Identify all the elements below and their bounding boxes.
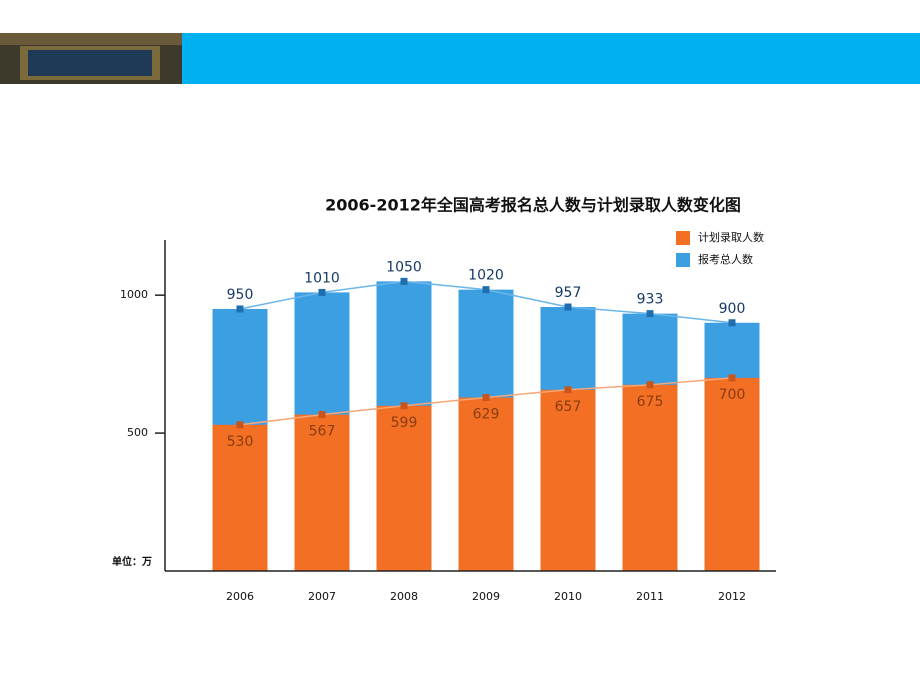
data-label: 957 bbox=[555, 285, 582, 301]
marker bbox=[646, 381, 654, 389]
x-tick-label: 2012 bbox=[718, 590, 746, 603]
x-tick-label: 2010 bbox=[554, 590, 582, 603]
header-band bbox=[182, 33, 920, 84]
legend-swatch bbox=[676, 253, 690, 267]
x-tick-label: 2007 bbox=[308, 590, 336, 603]
data-label: 530 bbox=[227, 434, 254, 450]
data-label: 629 bbox=[473, 407, 500, 423]
bar bbox=[622, 384, 678, 571]
data-label: 1010 bbox=[304, 270, 340, 286]
bar bbox=[540, 389, 596, 571]
chart-title: 2006-2012年全国高考报名总人数与计划录取人数变化图 bbox=[325, 196, 741, 215]
marker bbox=[400, 277, 408, 285]
y-tick-label: 500 bbox=[127, 426, 148, 439]
data-label: 567 bbox=[309, 424, 336, 440]
data-label: 950 bbox=[227, 287, 254, 303]
marker bbox=[646, 310, 654, 318]
y-tick-label: 1000 bbox=[120, 288, 148, 301]
marker bbox=[564, 303, 572, 311]
data-label: 933 bbox=[637, 292, 664, 308]
x-tick-label: 2008 bbox=[390, 590, 418, 603]
data-label: 657 bbox=[555, 399, 582, 415]
legend-label: 计划录取人数 bbox=[698, 231, 764, 244]
marker bbox=[728, 374, 736, 382]
data-label: 1050 bbox=[386, 259, 422, 275]
marker bbox=[236, 421, 244, 429]
x-tick-label: 2011 bbox=[636, 590, 664, 603]
marker bbox=[482, 394, 490, 402]
header-image bbox=[0, 33, 182, 84]
marker bbox=[236, 305, 244, 313]
marker bbox=[400, 402, 408, 410]
bar bbox=[294, 414, 350, 571]
marker bbox=[318, 411, 326, 419]
legend-swatch bbox=[676, 231, 690, 245]
data-label: 700 bbox=[719, 387, 746, 403]
data-label: 1020 bbox=[468, 268, 504, 284]
marker bbox=[728, 319, 736, 327]
unit-label: 单位：万 bbox=[112, 555, 152, 568]
data-label: 900 bbox=[719, 301, 746, 317]
bar bbox=[704, 377, 760, 571]
marker bbox=[482, 286, 490, 294]
marker bbox=[564, 386, 572, 394]
legend-label: 报考总人数 bbox=[698, 252, 753, 266]
marker bbox=[318, 288, 326, 296]
bar bbox=[212, 424, 268, 571]
bar bbox=[458, 397, 514, 571]
x-tick-label: 2006 bbox=[226, 590, 254, 603]
bar bbox=[376, 405, 432, 571]
data-label: 675 bbox=[637, 394, 664, 410]
data-label: 599 bbox=[391, 415, 418, 431]
x-tick-label: 2009 bbox=[472, 590, 500, 603]
